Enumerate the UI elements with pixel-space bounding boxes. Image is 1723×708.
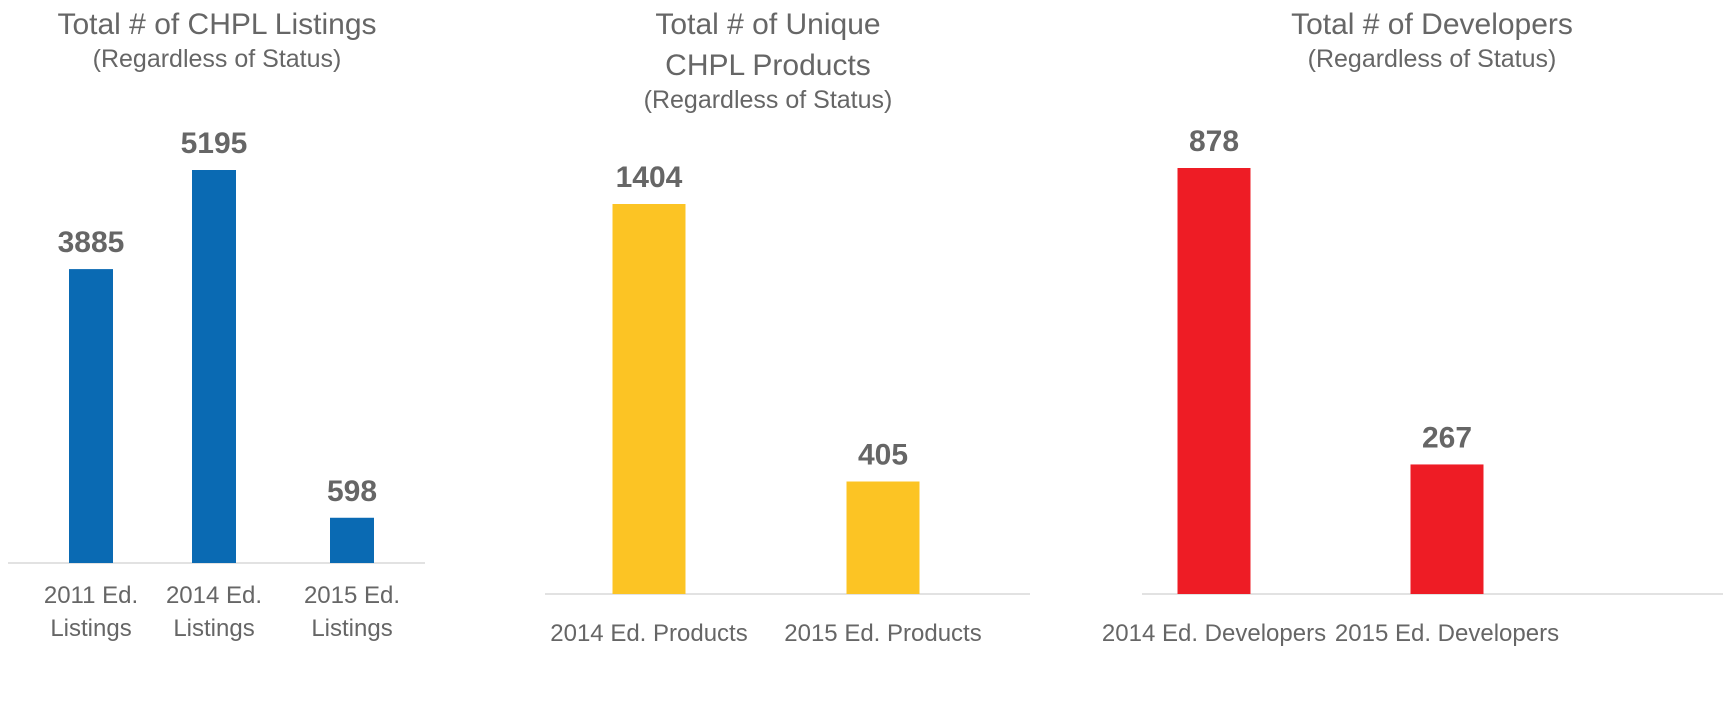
bar <box>1177 168 1251 594</box>
x-tick-label: Listings <box>311 615 392 642</box>
x-tick-label: Listings <box>50 615 131 642</box>
x-tick-label: Listings <box>173 615 254 642</box>
x-tick-label: 2014 Ed. <box>166 582 262 609</box>
x-tick-label: 2014 Ed. Developers <box>1102 620 1326 647</box>
bar <box>846 481 920 594</box>
bar <box>69 269 113 563</box>
chart-panel-1: Total # of CHPL Listings (Regardless of S… <box>8 8 425 642</box>
chart-title: Total # of Unique <box>655 8 880 41</box>
chart-title: Total # of CHPL Listings <box>57 8 376 41</box>
x-tick-label: 2014 Ed. Products <box>550 620 747 647</box>
data-label: 1404 <box>616 161 683 194</box>
chart-title: Total # of Developers <box>1291 8 1573 41</box>
x-tick-label: 2015 Ed. Products <box>784 620 981 647</box>
data-label: 405 <box>858 439 908 472</box>
x-tick-label: 2011 Ed. <box>44 582 138 609</box>
data-label: 267 <box>1422 421 1472 454</box>
bar <box>1410 464 1484 594</box>
data-label: 5195 <box>181 127 248 160</box>
bar <box>330 517 374 563</box>
data-label: 878 <box>1189 125 1239 158</box>
bar <box>612 204 686 594</box>
chart-subtitle: (Regardless of Status) <box>644 86 893 114</box>
chart-title: CHPL Products <box>665 49 871 82</box>
data-label: 3885 <box>58 226 125 259</box>
x-tick-label: 2015 Ed. Developers <box>1335 620 1559 647</box>
x-tick-label: 2015 Ed. <box>304 582 400 609</box>
chart-subtitle: (Regardless of Status) <box>93 45 342 73</box>
data-label: 598 <box>327 475 377 508</box>
bar <box>192 170 236 563</box>
chart-panel-3: Total # of Developers (Regardless of Stat… <box>1102 8 1723 647</box>
chart-panel-2: Total # of Unique CHPL Products (Regardles… <box>545 8 1030 647</box>
chart-subtitle: (Regardless of Status) <box>1308 45 1557 73</box>
